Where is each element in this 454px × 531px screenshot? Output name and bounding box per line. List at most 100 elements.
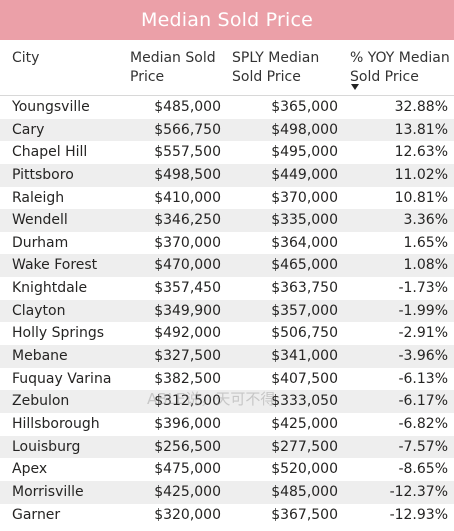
sply-median-sold-price-cell: $425,000 — [271, 415, 338, 432]
column-header-city[interactable]: City — [12, 50, 40, 66]
table-row[interactable]: Pittsboro $498,500 $449,000 11.02% — [0, 163, 454, 187]
column-header-yoy-median-sold-price[interactable]: % YOY Median Sold Price — [350, 50, 450, 85]
sply-median-sold-price-cell: $520,000 — [271, 461, 338, 478]
sply-median-sold-price-cell: $506,750 — [271, 325, 338, 342]
table-row[interactable]: Wake Forest $470,000 $465,000 1.08% — [0, 254, 454, 278]
table-row[interactable]: Holly Springs $492,000 $506,750 -2.91% — [0, 322, 454, 346]
city-cell: Wake Forest — [12, 257, 98, 274]
table-row[interactable]: Wendell $346,250 $335,000 3.36% — [0, 209, 454, 232]
yoy-median-sold-price-cell: -8.65% — [398, 461, 448, 478]
yoy-median-sold-price-cell: -1.73% — [398, 280, 448, 297]
column-header-sply-median-sold-price[interactable]: SPLY Median Sold Price — [232, 50, 320, 85]
city-cell: Mebane — [12, 348, 68, 365]
median-sold-price-cell: $256,500 — [154, 438, 221, 455]
median-sold-price-cell: $370,000 — [154, 234, 221, 251]
yoy-median-sold-price-cell: -1.99% — [398, 302, 448, 319]
table-row[interactable]: Morrisville $425,000 $485,000 -12.37% — [0, 480, 454, 504]
median-sold-price-cell: $327,500 — [154, 348, 221, 365]
column-header-median-sold-price[interactable]: Median Sold Price — [130, 50, 216, 85]
sply-median-sold-price-cell: $357,000 — [271, 302, 338, 319]
median-sold-price-cell: $485,000 — [154, 99, 221, 115]
city-cell: Raleigh — [12, 189, 65, 206]
city-cell: Louisburg — [12, 438, 81, 455]
yoy-median-sold-price-cell: -7.57% — [398, 438, 448, 455]
city-cell: Zebulon — [12, 393, 70, 410]
table-row[interactable]: Zebulon $312,500 $333,050 -6.17% — [0, 390, 454, 413]
sort-down-icon[interactable] — [351, 84, 359, 90]
median-sold-price-cell: $396,000 — [154, 415, 221, 432]
yoy-median-sold-price-cell: 10.81% — [394, 189, 448, 206]
yoy-median-sold-price-cell: -2.91% — [398, 325, 448, 342]
median-sold-price-cell: $557,500 — [154, 144, 221, 161]
median-sold-price-cell: $382,500 — [154, 370, 221, 387]
yoy-median-sold-price-cell: -6.13% — [398, 370, 448, 387]
yoy-median-sold-price-cell: 11.02% — [394, 166, 448, 183]
table-row[interactable]: Chapel Hill $557,500 $495,000 12.63% — [0, 141, 454, 164]
sply-median-sold-price-cell: $465,000 — [271, 257, 338, 274]
table-row[interactable]: Knightdale $357,450 $363,750 -1.73% — [0, 277, 454, 300]
median-sold-price-cell: $498,500 — [154, 166, 221, 183]
city-cell: Fuquay Varina — [12, 370, 112, 387]
sply-median-sold-price-cell: $363,750 — [271, 280, 338, 297]
sply-median-sold-price-cell: $370,000 — [271, 189, 338, 206]
yoy-median-sold-price-cell: -12.37% — [389, 483, 448, 500]
sply-median-sold-price-cell: $277,500 — [271, 438, 338, 455]
table-row[interactable]: Hillsborough $396,000 $425,000 -6.82% — [0, 412, 454, 436]
sply-median-sold-price-cell: $485,000 — [271, 483, 338, 500]
yoy-median-sold-price-cell: 3.36% — [403, 212, 448, 229]
sply-median-sold-price-cell: $407,500 — [271, 370, 338, 387]
yoy-median-sold-price-cell: -3.96% — [398, 348, 448, 365]
city-cell: Clayton — [12, 302, 66, 319]
city-cell: Durham — [12, 234, 69, 251]
price-table: City Median Sold Price SPLY Median Sold … — [0, 40, 454, 527]
city-cell: Cary — [12, 121, 45, 138]
yoy-median-sold-price-cell: -6.17% — [398, 393, 448, 410]
table-row[interactable]: Cary $566,750 $498,000 13.81% — [0, 118, 454, 142]
sply-median-sold-price-cell: $341,000 — [271, 348, 338, 365]
table-row[interactable]: Youngsville $485,000 $365,000 32.88% — [0, 96, 454, 119]
median-sold-price-cell: $475,000 — [154, 461, 221, 478]
city-cell: Garner — [12, 506, 61, 523]
table-header: City Median Sold Price SPLY Median Sold … — [0, 40, 454, 96]
table-row[interactable]: Fuquay Varina $382,500 $407,500 -6.13% — [0, 367, 454, 391]
median-sold-price-cell: $410,000 — [154, 189, 221, 206]
median-sold-price-cell: $566,750 — [154, 121, 221, 138]
table-row[interactable]: Garner $320,000 $367,500 -12.93% — [0, 503, 454, 527]
table-row[interactable]: Apex $475,000 $520,000 -8.65% — [0, 458, 454, 481]
city-cell: Knightdale — [12, 280, 88, 297]
header-divider — [0, 95, 454, 96]
sply-median-sold-price-cell: $498,000 — [271, 121, 338, 138]
median-sold-price-cell: $346,250 — [154, 212, 221, 229]
sply-median-sold-price-cell: $367,500 — [271, 506, 338, 523]
yoy-median-sold-price-cell: 12.63% — [394, 144, 448, 161]
yoy-median-sold-price-cell: 13.81% — [394, 121, 448, 138]
city-cell: Holly Springs — [12, 325, 105, 342]
yoy-median-sold-price-cell: 32.88% — [394, 99, 448, 115]
sply-median-sold-price-cell: $364,000 — [271, 234, 338, 251]
table-row[interactable]: Mebane $327,500 $341,000 -3.96% — [0, 345, 454, 368]
city-cell: Chapel Hill — [12, 144, 88, 161]
city-cell: Wendell — [12, 212, 68, 229]
yoy-median-sold-price-cell: -12.93% — [389, 506, 448, 523]
median-sold-price-cell: $349,900 — [154, 302, 221, 319]
table-row[interactable]: Louisburg $256,500 $277,500 -7.57% — [0, 435, 454, 459]
median-sold-price-cell: $320,000 — [154, 506, 221, 523]
sply-median-sold-price-cell: $449,000 — [271, 166, 338, 183]
yoy-median-sold-price-cell: -6.82% — [398, 415, 448, 432]
median-sold-price-cell: $425,000 — [154, 483, 221, 500]
yoy-median-sold-price-cell: 1.65% — [403, 234, 448, 251]
city-cell: Hillsborough — [12, 415, 100, 432]
visual-title: Median Sold Price — [0, 0, 454, 40]
sply-median-sold-price-cell: $335,000 — [271, 212, 338, 229]
city-cell: Apex — [12, 461, 48, 478]
table-row[interactable]: Raleigh $410,000 $370,000 10.81% — [0, 186, 454, 210]
city-cell: Youngsville — [12, 99, 90, 115]
city-cell: Morrisville — [12, 483, 84, 500]
median-sold-price-cell: $470,000 — [154, 257, 221, 274]
table-row[interactable]: Durham $370,000 $364,000 1.65% — [0, 231, 454, 255]
sply-median-sold-price-cell: $365,000 — [271, 99, 338, 115]
median-sold-price-cell: $312,500 — [154, 393, 221, 410]
table-row[interactable]: Clayton $349,900 $357,000 -1.99% — [0, 299, 454, 323]
sply-median-sold-price-cell: $495,000 — [271, 144, 338, 161]
